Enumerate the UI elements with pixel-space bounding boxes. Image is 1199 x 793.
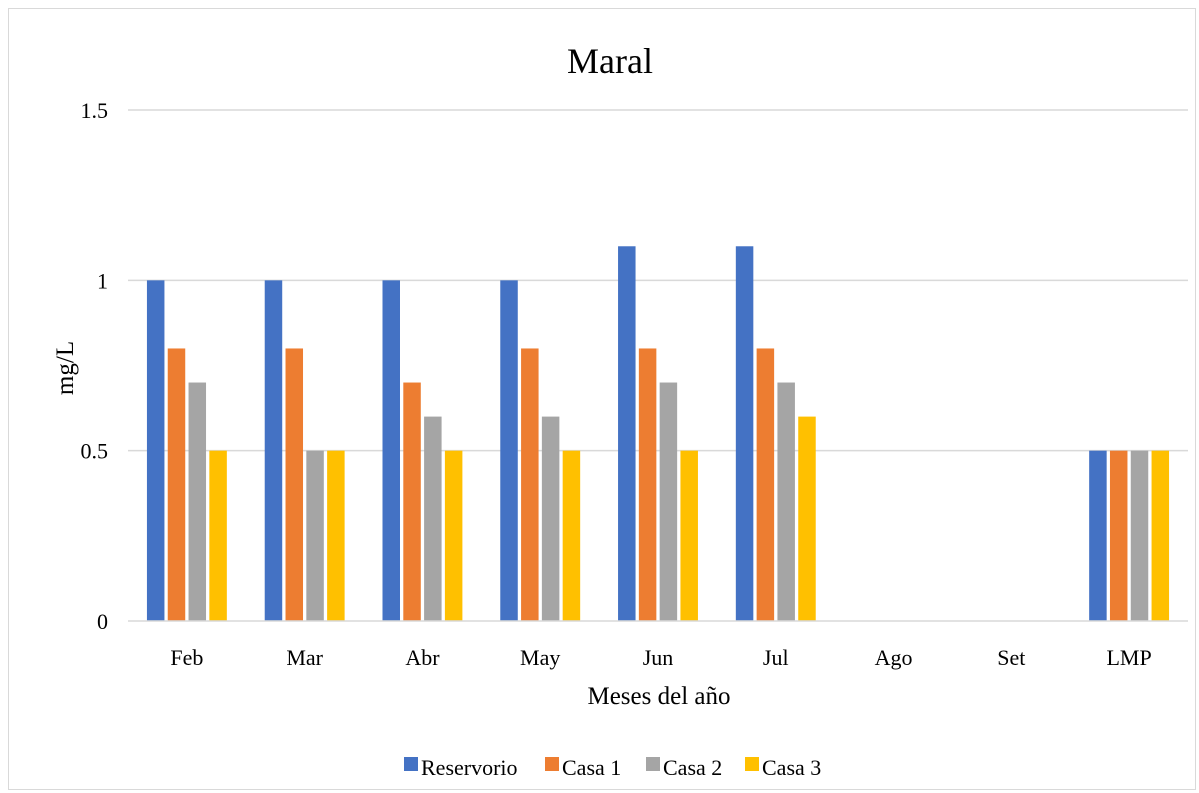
- bar-casa-3-abr: [444, 450, 463, 621]
- bar-casa-3-mar: [327, 450, 345, 621]
- x-tick-label: Abr: [405, 645, 440, 670]
- bar-casa-2-lmp: [1130, 450, 1149, 621]
- x-tick-label: Jun: [643, 645, 674, 670]
- bar-casa-1-jun: [638, 348, 657, 621]
- legend-label-casa-2: Casa 2: [663, 755, 722, 780]
- y-tick-label: 0.5: [81, 439, 109, 464]
- bar-casa-1-jul: [756, 348, 775, 621]
- bar-reservorio-may: [500, 280, 518, 621]
- bar-casa-2-may: [541, 416, 560, 621]
- bar-reservorio-lmp: [1089, 450, 1107, 621]
- bar-casa-3-may: [562, 450, 581, 621]
- x-tick-label: LMP: [1106, 645, 1151, 670]
- bar-casa-1-feb: [167, 348, 186, 621]
- x-tick-label: Feb: [170, 645, 203, 670]
- bar-casa-1-may: [521, 348, 539, 621]
- legend-swatch-casa-3: [745, 757, 759, 771]
- x-tick-label: Jul: [763, 645, 789, 670]
- chart-title: Maral: [567, 41, 653, 81]
- bar-reservorio-feb: [146, 280, 165, 621]
- legend-label-casa-3: Casa 3: [762, 755, 821, 780]
- legend-label-casa-1: Casa 1: [562, 755, 621, 780]
- legend-swatch-casa-1: [545, 757, 559, 771]
- y-axis-ticks: 0 0.5 1 1.5: [81, 98, 109, 634]
- bars: [146, 246, 1170, 621]
- bar-reservorio-mar: [264, 280, 283, 621]
- y-tick-label: 1: [97, 268, 108, 293]
- y-tick-label: 0: [97, 609, 108, 634]
- legend-swatch-reservorio: [404, 757, 418, 771]
- bar-casa-1-mar: [285, 348, 304, 621]
- legend: Reservorio Casa 1 Casa 2 Casa 3: [404, 755, 821, 780]
- legend-label-reservorio: Reservorio: [421, 755, 518, 780]
- bar-casa-2-abr: [424, 416, 442, 621]
- legend-swatch-casa-2: [646, 757, 660, 771]
- bar-casa-3-feb: [209, 450, 227, 621]
- bar-reservorio-jul: [735, 246, 754, 621]
- x-tick-label: Set: [997, 645, 1025, 670]
- bar-casa-2-feb: [188, 382, 207, 621]
- x-tick-label: Mar: [286, 645, 323, 670]
- x-axis-label: Meses del año: [587, 683, 730, 710]
- bar-casa-3-jun: [680, 450, 698, 621]
- bar-casa-2-jun: [659, 382, 678, 621]
- x-axis-ticks: Feb Mar Abr May Jun Jul Ago Set LMP: [170, 645, 1151, 670]
- gridlines: [128, 109, 1188, 452]
- bar-casa-1-lmp: [1109, 450, 1128, 621]
- y-tick-label: 1.5: [81, 98, 109, 123]
- x-tick-label: May: [520, 645, 560, 670]
- bar-reservorio-jun: [618, 246, 636, 621]
- bar-casa-2-mar: [306, 450, 324, 621]
- bar-casa-3-lmp: [1151, 450, 1170, 621]
- bar-casa-3-jul: [798, 416, 816, 621]
- bar-reservorio-abr: [382, 280, 400, 621]
- bar-casa-2-jul: [777, 382, 795, 621]
- bar-casa-1-abr: [403, 382, 421, 621]
- x-tick-label: Ago: [875, 645, 913, 670]
- y-axis-label: mg/L: [52, 341, 79, 395]
